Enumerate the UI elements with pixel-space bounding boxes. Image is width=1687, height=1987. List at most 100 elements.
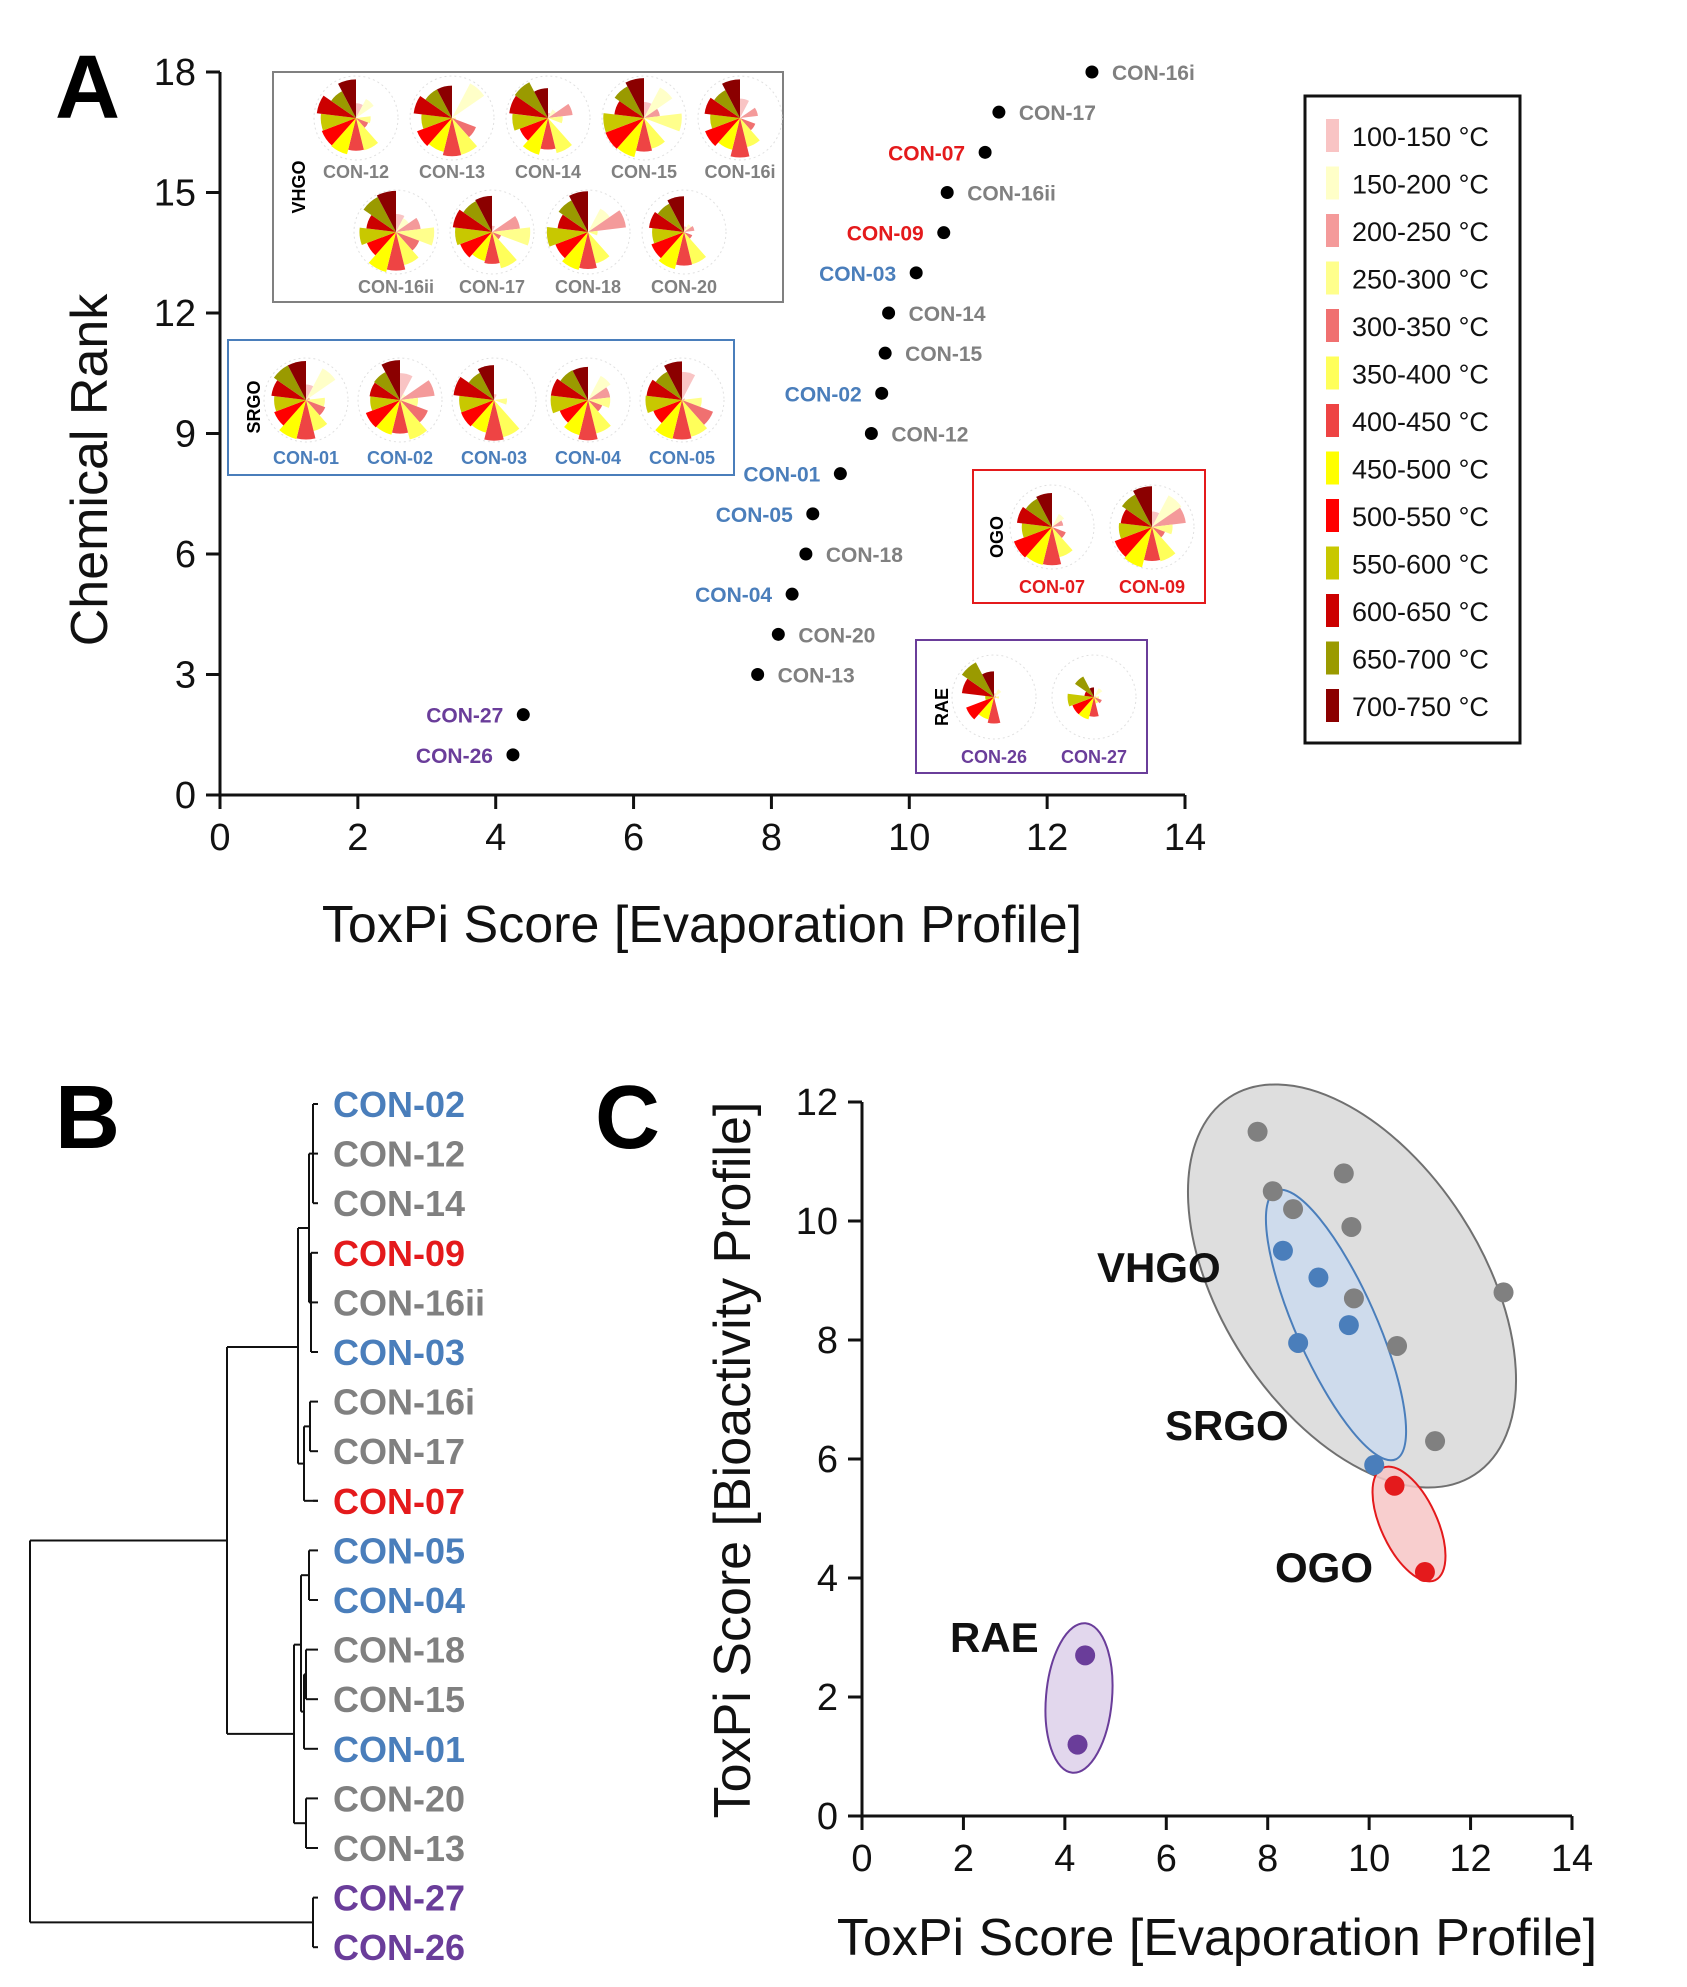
- x-tick-label: 10: [1348, 1838, 1390, 1880]
- legend-label: 650-700 °C: [1352, 645, 1489, 675]
- y-tick-label: 12: [796, 1082, 838, 1124]
- point-label: CON-16i: [1112, 62, 1195, 85]
- x-tick-label: 14: [1551, 1838, 1593, 1880]
- ogo-inset-title: OGO: [987, 516, 1007, 558]
- legend-swatch: [1326, 404, 1339, 437]
- dendrogram-leaf-label: CON-27: [333, 1878, 465, 1919]
- data-point: [1341, 1217, 1361, 1237]
- pie-label: CON-09: [1119, 577, 1185, 597]
- pie-slice: [1075, 677, 1094, 697]
- ogo-group-label: OGO: [1275, 1544, 1373, 1591]
- data-point: [1308, 1268, 1328, 1288]
- dendrogram-leaf-label: CON-13: [333, 1828, 465, 1869]
- data-point: [786, 588, 799, 601]
- point-label: CON-15: [905, 343, 982, 366]
- pie-label: CON-17: [459, 277, 525, 297]
- srgo-group-label: SRGO: [1165, 1402, 1289, 1449]
- legend-swatch: [1326, 167, 1339, 200]
- x-tick-label: 6: [623, 817, 644, 859]
- pie-label: CON-20: [651, 277, 717, 297]
- dendrogram-leaf-label: CON-20: [333, 1778, 465, 1819]
- x-tick-label: 12: [1449, 1838, 1491, 1880]
- data-point: [1385, 1476, 1405, 1496]
- point-label: CON-17: [1019, 102, 1096, 125]
- dendrogram-leaf-label: CON-01: [333, 1729, 465, 1770]
- x-tick-label: 12: [1026, 817, 1068, 859]
- pie-slice: [1094, 688, 1102, 697]
- legend-swatch: [1326, 689, 1339, 722]
- toxpi-pie-glyph: [450, 190, 534, 274]
- pie-label: CON-16i: [704, 162, 775, 182]
- pie-label: CON-01: [273, 448, 339, 468]
- y-tick-label: 0: [817, 1796, 838, 1838]
- data-point: [772, 628, 785, 641]
- legend-swatch: [1326, 499, 1339, 532]
- panel-a-letter: A: [55, 38, 120, 138]
- dendrogram-leaf-label: CON-02: [333, 1084, 465, 1125]
- dendrogram-leaf-label: CON-03: [333, 1332, 465, 1373]
- x-tick-label: 4: [1054, 1838, 1075, 1880]
- dendrogram-labels: CON-02CON-12CON-14CON-09CON-16iiCON-03CO…: [333, 1084, 485, 1968]
- legend-swatch: [1326, 309, 1339, 342]
- point-label: CON-16ii: [967, 183, 1056, 206]
- vhgo-group-label: VHGO: [1097, 1244, 1221, 1291]
- toxpi-pie-glyph: [506, 76, 590, 160]
- data-point: [910, 266, 923, 279]
- pie-slice: [306, 368, 335, 400]
- toxpi-pie-glyph: [546, 358, 630, 442]
- legend-swatch: [1326, 262, 1339, 295]
- toxpi-pie-glyph: [1110, 485, 1194, 569]
- pie-label: CON-15: [611, 162, 677, 182]
- data-point: [1085, 66, 1098, 79]
- pie-label: CON-18: [555, 277, 621, 297]
- vhgo-inset-title: VHGO: [289, 160, 309, 213]
- data-point: [806, 507, 819, 520]
- x-tick-label: 4: [485, 817, 506, 859]
- data-point: [506, 748, 519, 761]
- dendrogram-leaf-label: CON-07: [333, 1481, 465, 1522]
- point-label: CON-02: [785, 383, 862, 406]
- rae-group-label: RAE: [950, 1614, 1039, 1661]
- pie-slice: [588, 210, 626, 232]
- data-point: [865, 427, 878, 440]
- data-point: [1288, 1333, 1308, 1353]
- y-tick-label: 10: [796, 1201, 838, 1243]
- pie-slice: [494, 394, 497, 400]
- pie-label: CON-03: [461, 448, 527, 468]
- data-point: [992, 106, 1005, 119]
- data-point: [1248, 1122, 1268, 1142]
- panel-b: B CON-02CON-12CON-14CON-09CON-16iiCON-03…: [30, 1068, 485, 1968]
- toxpi-pie-glyph: [640, 358, 724, 442]
- dendrogram-leaf-label: CON-05: [333, 1530, 465, 1571]
- toxpi-pie-glyph: [602, 76, 686, 160]
- data-point: [1415, 1562, 1435, 1582]
- data-point: [799, 548, 812, 561]
- legend-label: 150-200 °C: [1352, 170, 1489, 200]
- data-point: [1068, 1735, 1088, 1755]
- data-point: [834, 467, 847, 480]
- pie-label: CON-16ii: [358, 277, 434, 297]
- legend-swatch: [1326, 214, 1339, 247]
- data-point: [1494, 1282, 1514, 1302]
- legend-label: 600-650 °C: [1352, 597, 1489, 627]
- srgo-inset-title: SRGO: [244, 380, 264, 433]
- dendrogram-leaf-label: CON-15: [333, 1679, 465, 1720]
- point-label: CON-12: [891, 424, 968, 447]
- toxpi-pie-glyph: [642, 190, 726, 274]
- dendrogram-leaf-label: CON-16ii: [333, 1282, 485, 1323]
- data-point: [879, 347, 892, 360]
- data-point: [1334, 1163, 1354, 1183]
- pie-slice: [452, 83, 484, 118]
- x-tick-label: 0: [209, 817, 230, 859]
- dendrogram-leaf-label: CON-16i: [333, 1382, 475, 1423]
- toxpi-pie-glyph: [1010, 485, 1094, 569]
- y-tick-label: 2: [817, 1677, 838, 1719]
- point-label: CON-20: [798, 624, 875, 647]
- toxpi-pie-glyph: [698, 76, 782, 160]
- x-tick-label: 10: [888, 817, 930, 859]
